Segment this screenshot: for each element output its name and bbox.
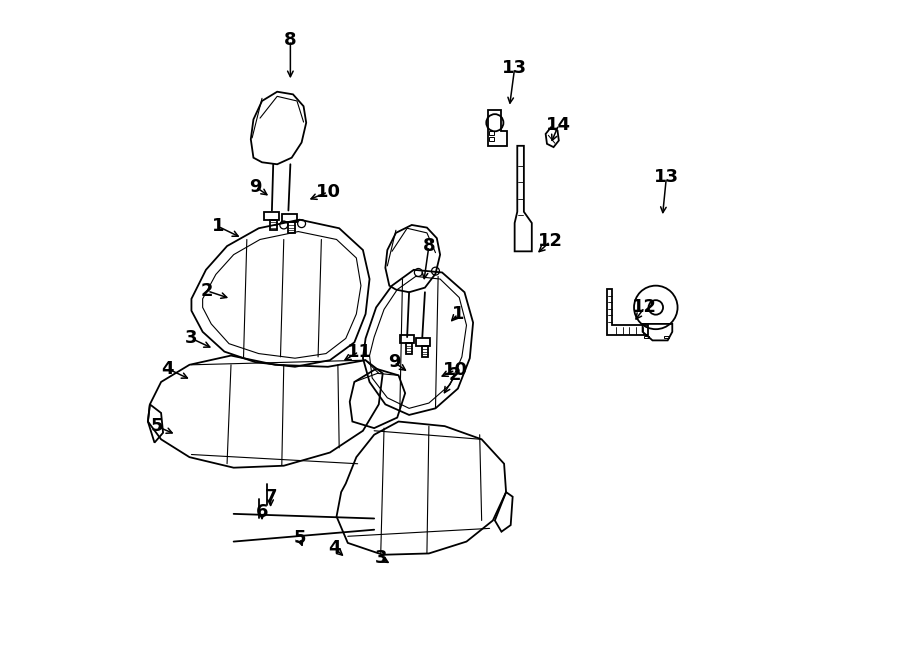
Text: 11: 11	[346, 342, 372, 361]
Text: 4: 4	[161, 360, 174, 377]
Text: 4: 4	[328, 539, 341, 557]
Text: 8: 8	[423, 237, 436, 255]
Text: 13: 13	[502, 59, 527, 77]
Text: 1: 1	[452, 305, 464, 323]
Text: 12: 12	[632, 298, 657, 317]
Text: 9: 9	[388, 353, 400, 371]
Text: 10: 10	[316, 183, 340, 201]
Text: 8: 8	[284, 31, 297, 50]
Text: 2: 2	[201, 282, 213, 300]
Text: 9: 9	[249, 178, 262, 196]
Text: 5: 5	[293, 529, 306, 547]
Text: 3: 3	[185, 329, 198, 348]
Text: 6: 6	[256, 503, 268, 521]
Text: 1: 1	[212, 217, 224, 235]
Text: 13: 13	[654, 169, 679, 186]
Text: 14: 14	[546, 116, 572, 134]
Text: 7: 7	[265, 488, 277, 506]
Text: 3: 3	[374, 549, 387, 567]
Text: 10: 10	[443, 361, 468, 379]
Text: 12: 12	[538, 233, 562, 251]
Text: 2: 2	[449, 366, 462, 384]
Text: 5: 5	[150, 417, 163, 435]
